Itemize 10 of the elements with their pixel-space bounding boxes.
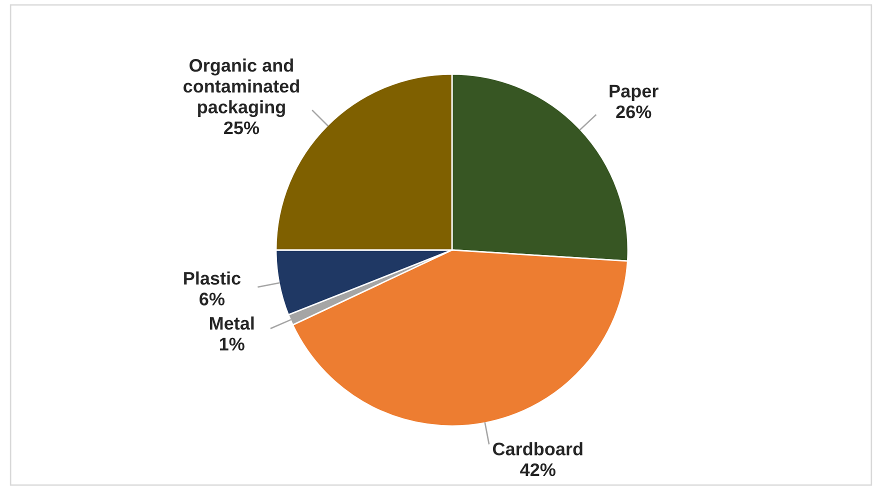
data-label: 26% (616, 105, 652, 118)
slice-label: Metal (210, 316, 254, 330)
data-label: 25% (224, 121, 260, 134)
slice-label: Paper (610, 84, 658, 102)
data-label: 1% (220, 338, 244, 350)
slice-label: Cardboard (492, 442, 582, 456)
slice-label: Organic and contaminated packaging (184, 58, 299, 118)
data-label: 6% (200, 292, 225, 306)
data-label: 42% (520, 463, 556, 476)
slice-label: Plastic (184, 271, 241, 285)
